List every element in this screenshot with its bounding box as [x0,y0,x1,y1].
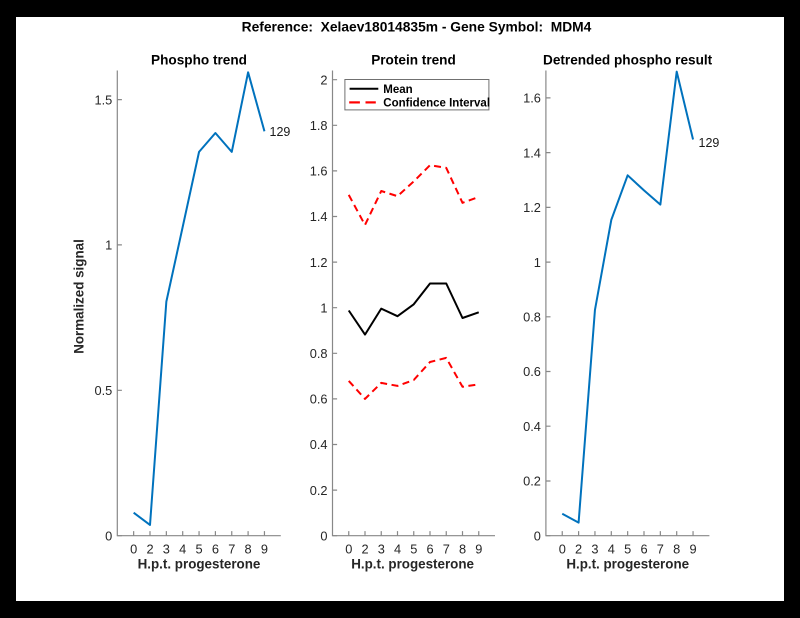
svg-text:2: 2 [320,72,327,87]
svg-text:0.4: 0.4 [523,419,541,434]
svg-text:H.p.t. progesterone: H.p.t. progesterone [351,556,474,571]
svg-text:1: 1 [534,255,541,270]
svg-text:1.2: 1.2 [310,255,328,270]
svg-text:8: 8 [245,542,252,557]
svg-text:4: 4 [608,542,615,557]
svg-text:129: 129 [699,136,720,150]
svg-text:2: 2 [146,542,153,557]
svg-text:3: 3 [378,542,385,557]
svg-text:1.6: 1.6 [310,164,328,179]
svg-text:3: 3 [163,542,170,557]
svg-text:129: 129 [270,125,291,139]
svg-text:8: 8 [459,542,466,557]
svg-text:9: 9 [261,542,268,557]
svg-text:0.8: 0.8 [310,346,328,361]
svg-text:0.4: 0.4 [310,437,328,452]
svg-text:H.p.t. progesterone: H.p.t. progesterone [138,556,261,571]
svg-text:3: 3 [591,542,598,557]
svg-text:2: 2 [575,542,582,557]
svg-text:6: 6 [426,542,433,557]
svg-text:Detrended phospho result: Detrended phospho result [543,52,713,67]
svg-text:0: 0 [105,528,112,543]
svg-text:Confidence Interval: Confidence Interval [383,98,490,110]
svg-text:0: 0 [345,542,352,557]
svg-text:Reference: Xelaev18014835m -: Reference: Xelaev18014835m - Gene Symbol… [242,19,592,34]
svg-text:H.p.t. progesterone: H.p.t. progesterone [566,556,689,571]
svg-text:Protein trend: Protein trend [371,52,456,67]
svg-text:0.6: 0.6 [523,364,541,379]
svg-text:1.4: 1.4 [310,209,328,224]
svg-text:0.2: 0.2 [523,474,541,489]
svg-text:0.6: 0.6 [310,392,328,407]
svg-text:0: 0 [534,528,541,543]
svg-text:1: 1 [320,300,327,315]
svg-text:8: 8 [673,542,680,557]
svg-text:1.8: 1.8 [310,118,328,133]
svg-text:4: 4 [179,542,186,557]
svg-text:9: 9 [475,542,482,557]
svg-text:7: 7 [443,542,450,557]
svg-text:5: 5 [195,542,202,557]
svg-text:0: 0 [130,542,137,557]
svg-text:2: 2 [361,542,368,557]
svg-text:9: 9 [689,542,696,557]
svg-text:0: 0 [320,528,327,543]
svg-text:0.2: 0.2 [310,483,328,498]
svg-text:6: 6 [640,542,647,557]
svg-text:0: 0 [559,542,566,557]
svg-text:Normalized signal: Normalized signal [72,239,87,354]
svg-text:Phospho trend: Phospho trend [151,52,247,67]
svg-text:Mean: Mean [383,84,412,96]
svg-text:5: 5 [624,542,631,557]
svg-text:1.4: 1.4 [523,145,541,160]
svg-text:4: 4 [394,542,401,557]
svg-text:7: 7 [228,542,235,557]
svg-text:1.5: 1.5 [95,92,113,107]
svg-text:1.6: 1.6 [523,91,541,106]
svg-text:0.5: 0.5 [95,383,113,398]
svg-text:6: 6 [212,542,219,557]
svg-text:1: 1 [105,238,112,253]
svg-text:0.8: 0.8 [523,310,541,325]
svg-text:1.2: 1.2 [523,200,541,215]
svg-text:5: 5 [410,542,417,557]
svg-text:7: 7 [657,542,664,557]
